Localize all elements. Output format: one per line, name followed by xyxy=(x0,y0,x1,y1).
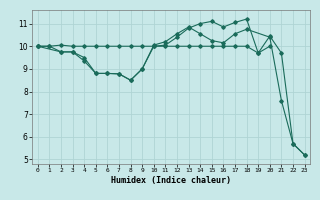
X-axis label: Humidex (Indice chaleur): Humidex (Indice chaleur) xyxy=(111,176,231,185)
